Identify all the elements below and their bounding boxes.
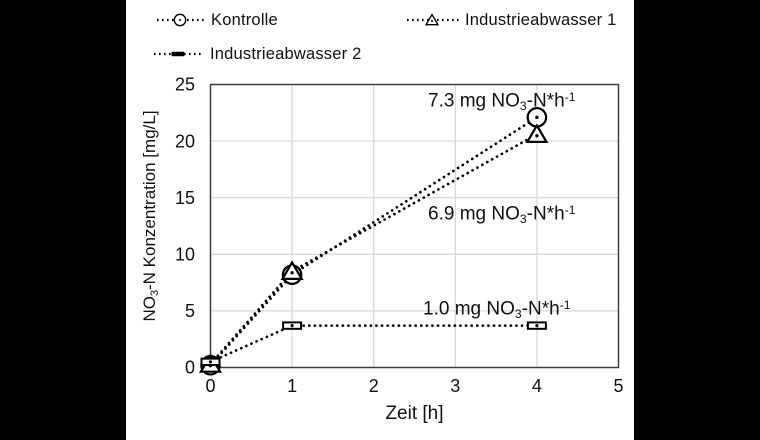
y-tick-label-0: 0 bbox=[185, 358, 195, 378]
x-axis-title: Zeit [h] bbox=[385, 403, 444, 424]
series-1-point-2-triangle-marker-dot bbox=[535, 134, 539, 138]
series-1-point-1-triangle-marker-dot bbox=[290, 271, 294, 275]
annotation-rate-industrieabwasser-2: 1.0 mg NO3-N*h-1 bbox=[423, 298, 571, 321]
plot-area: 0 5 10 15 20 25 0 1 2 3 4 5 bbox=[175, 75, 624, 396]
y-tick-label-15: 15 bbox=[175, 188, 195, 208]
legend-item-kontrolle: Kontrolle bbox=[156, 9, 278, 31]
y-tick-label-5: 5 bbox=[185, 301, 195, 321]
y-tick-label-20: 20 bbox=[175, 131, 195, 151]
legend-item-industrieabwasser-2: Industrieabwasser 2 bbox=[153, 43, 361, 65]
legend-key-circle-icon bbox=[157, 13, 205, 27]
y-axis-title: NO3-N Konzentration [mg/L] bbox=[140, 110, 162, 322]
series-0-point-2-circle-marker-dot bbox=[535, 115, 539, 120]
x-tick-label-0: 0 bbox=[205, 376, 215, 396]
legend-triangle-marker-dot bbox=[430, 19, 434, 22]
x-tick-label-3: 3 bbox=[450, 376, 460, 396]
annotation-rate-industrieabwasser-1: 6.9 mg NO3-N*h-1 bbox=[428, 203, 576, 226]
series-2-point-1-dash-marker-dot bbox=[290, 324, 294, 328]
series-2-point-2-dash-marker-dot bbox=[535, 324, 539, 328]
series-2-point-0-dash-marker-dot bbox=[208, 360, 213, 364]
x-tick-label-1: 1 bbox=[287, 376, 297, 396]
legend-triangle-marker bbox=[424, 13, 440, 26]
annotation-rate-kontrolle: 7.3 mg NO3-N*h-1 bbox=[428, 90, 576, 113]
legend-key-triangle-icon bbox=[407, 13, 459, 26]
legend-label-kontrolle: Kontrolle bbox=[211, 10, 278, 29]
y-tick-label-25: 25 bbox=[175, 75, 195, 95]
plot-frame bbox=[209, 83, 620, 369]
series-1-point-1-triangle-marker bbox=[280, 260, 304, 280]
chart-figure: Kontrolle Industrieabwasser 1 Industriea… bbox=[126, 0, 634, 440]
x-tick-label-4: 4 bbox=[532, 376, 542, 396]
legend-label-industrieabwasser-1: Industrieabwasser 1 bbox=[465, 10, 617, 29]
legend-dash-marker bbox=[171, 51, 185, 57]
legend-label-industrieabwasser-2: Industrieabwasser 2 bbox=[210, 44, 362, 63]
x-tick-label-5: 5 bbox=[613, 376, 623, 396]
legend-circle-marker-dot bbox=[178, 18, 182, 22]
x-tick-label-2: 2 bbox=[369, 376, 379, 396]
y-tick-label-10: 10 bbox=[175, 245, 195, 265]
series-1-point-2-triangle-marker bbox=[525, 123, 549, 144]
legend-key-dash-icon bbox=[154, 51, 204, 57]
legend-item-industrieabwasser-1: Industrieabwasser 1 bbox=[406, 9, 616, 31]
